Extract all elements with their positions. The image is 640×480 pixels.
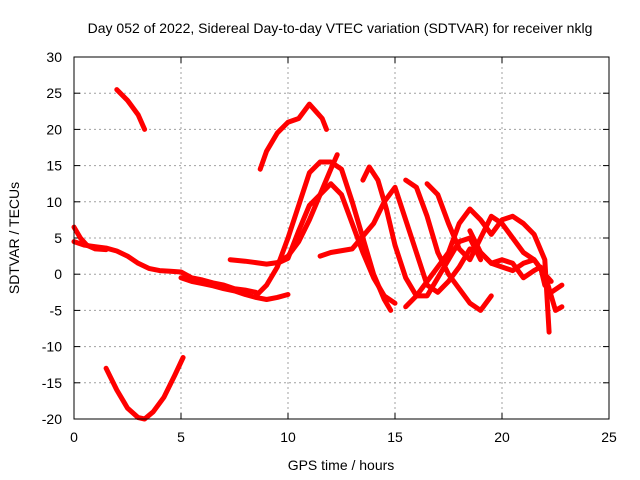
series-arc-4 xyxy=(103,355,186,422)
y-axis-label: SDTVAR / TECUs xyxy=(6,182,22,294)
plot-frame xyxy=(73,56,610,420)
y-axis-tick-labels: -20 -15 -10 -5 0 5 10 15 20 25 30 xyxy=(42,49,62,427)
series-arc-10 xyxy=(317,184,565,313)
y-tick-label: -5 xyxy=(50,302,63,318)
y-tick-label: -20 xyxy=(42,411,62,427)
x-tick-label: 5 xyxy=(177,429,185,445)
y-tick-label: 25 xyxy=(46,85,62,101)
y-tick-label: -15 xyxy=(42,375,62,391)
x-tick-label: 25 xyxy=(601,429,617,445)
data-series xyxy=(71,87,565,422)
series-arc-9 xyxy=(274,181,398,306)
series-arc-13 xyxy=(424,181,554,284)
y-tick-label: 20 xyxy=(46,121,62,137)
series-arc-7 xyxy=(257,101,329,172)
series-arc-14 xyxy=(403,206,552,335)
x-axis-label: GPS time / hours xyxy=(288,457,395,473)
x-tick-label: 0 xyxy=(70,429,78,445)
x-axis-tick-labels: 0 5 10 15 20 25 xyxy=(70,429,617,445)
x-tick-label: 20 xyxy=(494,429,510,445)
series-arc-5 xyxy=(178,275,291,302)
x-tick-label: 10 xyxy=(280,429,296,445)
series-arc-15 xyxy=(467,228,565,295)
y-tick-label: -10 xyxy=(42,339,62,355)
y-tick-label: 30 xyxy=(46,49,62,65)
y-tick-label: 10 xyxy=(46,194,62,210)
x-tick-label: 15 xyxy=(387,429,403,445)
y-tick-label: 5 xyxy=(54,230,62,246)
series-arc-3 xyxy=(114,87,148,132)
y-tick-label: 0 xyxy=(54,266,62,282)
gridlines xyxy=(74,57,609,419)
y-tick-label: 15 xyxy=(46,158,62,174)
series-arc-2 xyxy=(71,224,109,253)
chart-title: Day 052 of 2022, Sidereal Day-to-day VTE… xyxy=(88,20,593,36)
series-arc-12 xyxy=(403,177,494,313)
